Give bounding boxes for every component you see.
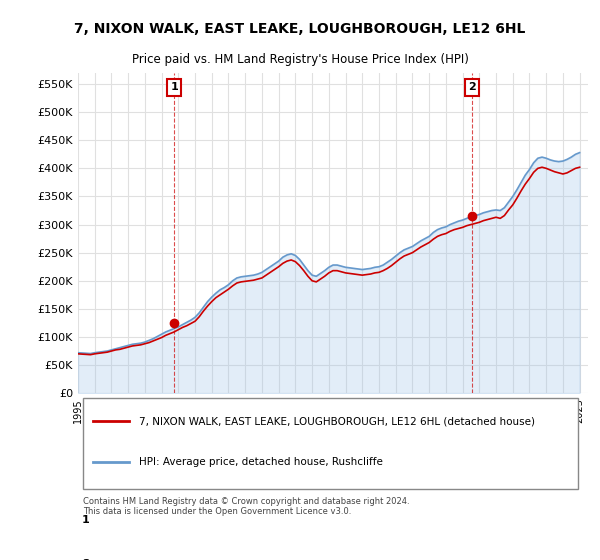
Text: 7, NIXON WALK, EAST LEAKE, LOUGHBOROUGH, LE12 6HL: 7, NIXON WALK, EAST LEAKE, LOUGHBOROUGH,… <box>74 22 526 36</box>
Text: 7, NIXON WALK, EAST LEAKE, LOUGHBOROUGH, LE12 6HL (detached house): 7, NIXON WALK, EAST LEAKE, LOUGHBOROUGH,… <box>139 417 535 426</box>
Text: 1: 1 <box>82 515 89 525</box>
Text: HPI: Average price, detached house, Rushcliffe: HPI: Average price, detached house, Rush… <box>139 456 383 466</box>
FancyBboxPatch shape <box>83 398 578 489</box>
Text: 1: 1 <box>170 82 178 92</box>
Text: 2: 2 <box>82 559 89 560</box>
Text: 2: 2 <box>469 82 476 92</box>
Text: Price paid vs. HM Land Registry's House Price Index (HPI): Price paid vs. HM Land Registry's House … <box>131 53 469 66</box>
Text: Contains HM Land Registry data © Crown copyright and database right 2024.
This d: Contains HM Land Registry data © Crown c… <box>83 497 410 516</box>
